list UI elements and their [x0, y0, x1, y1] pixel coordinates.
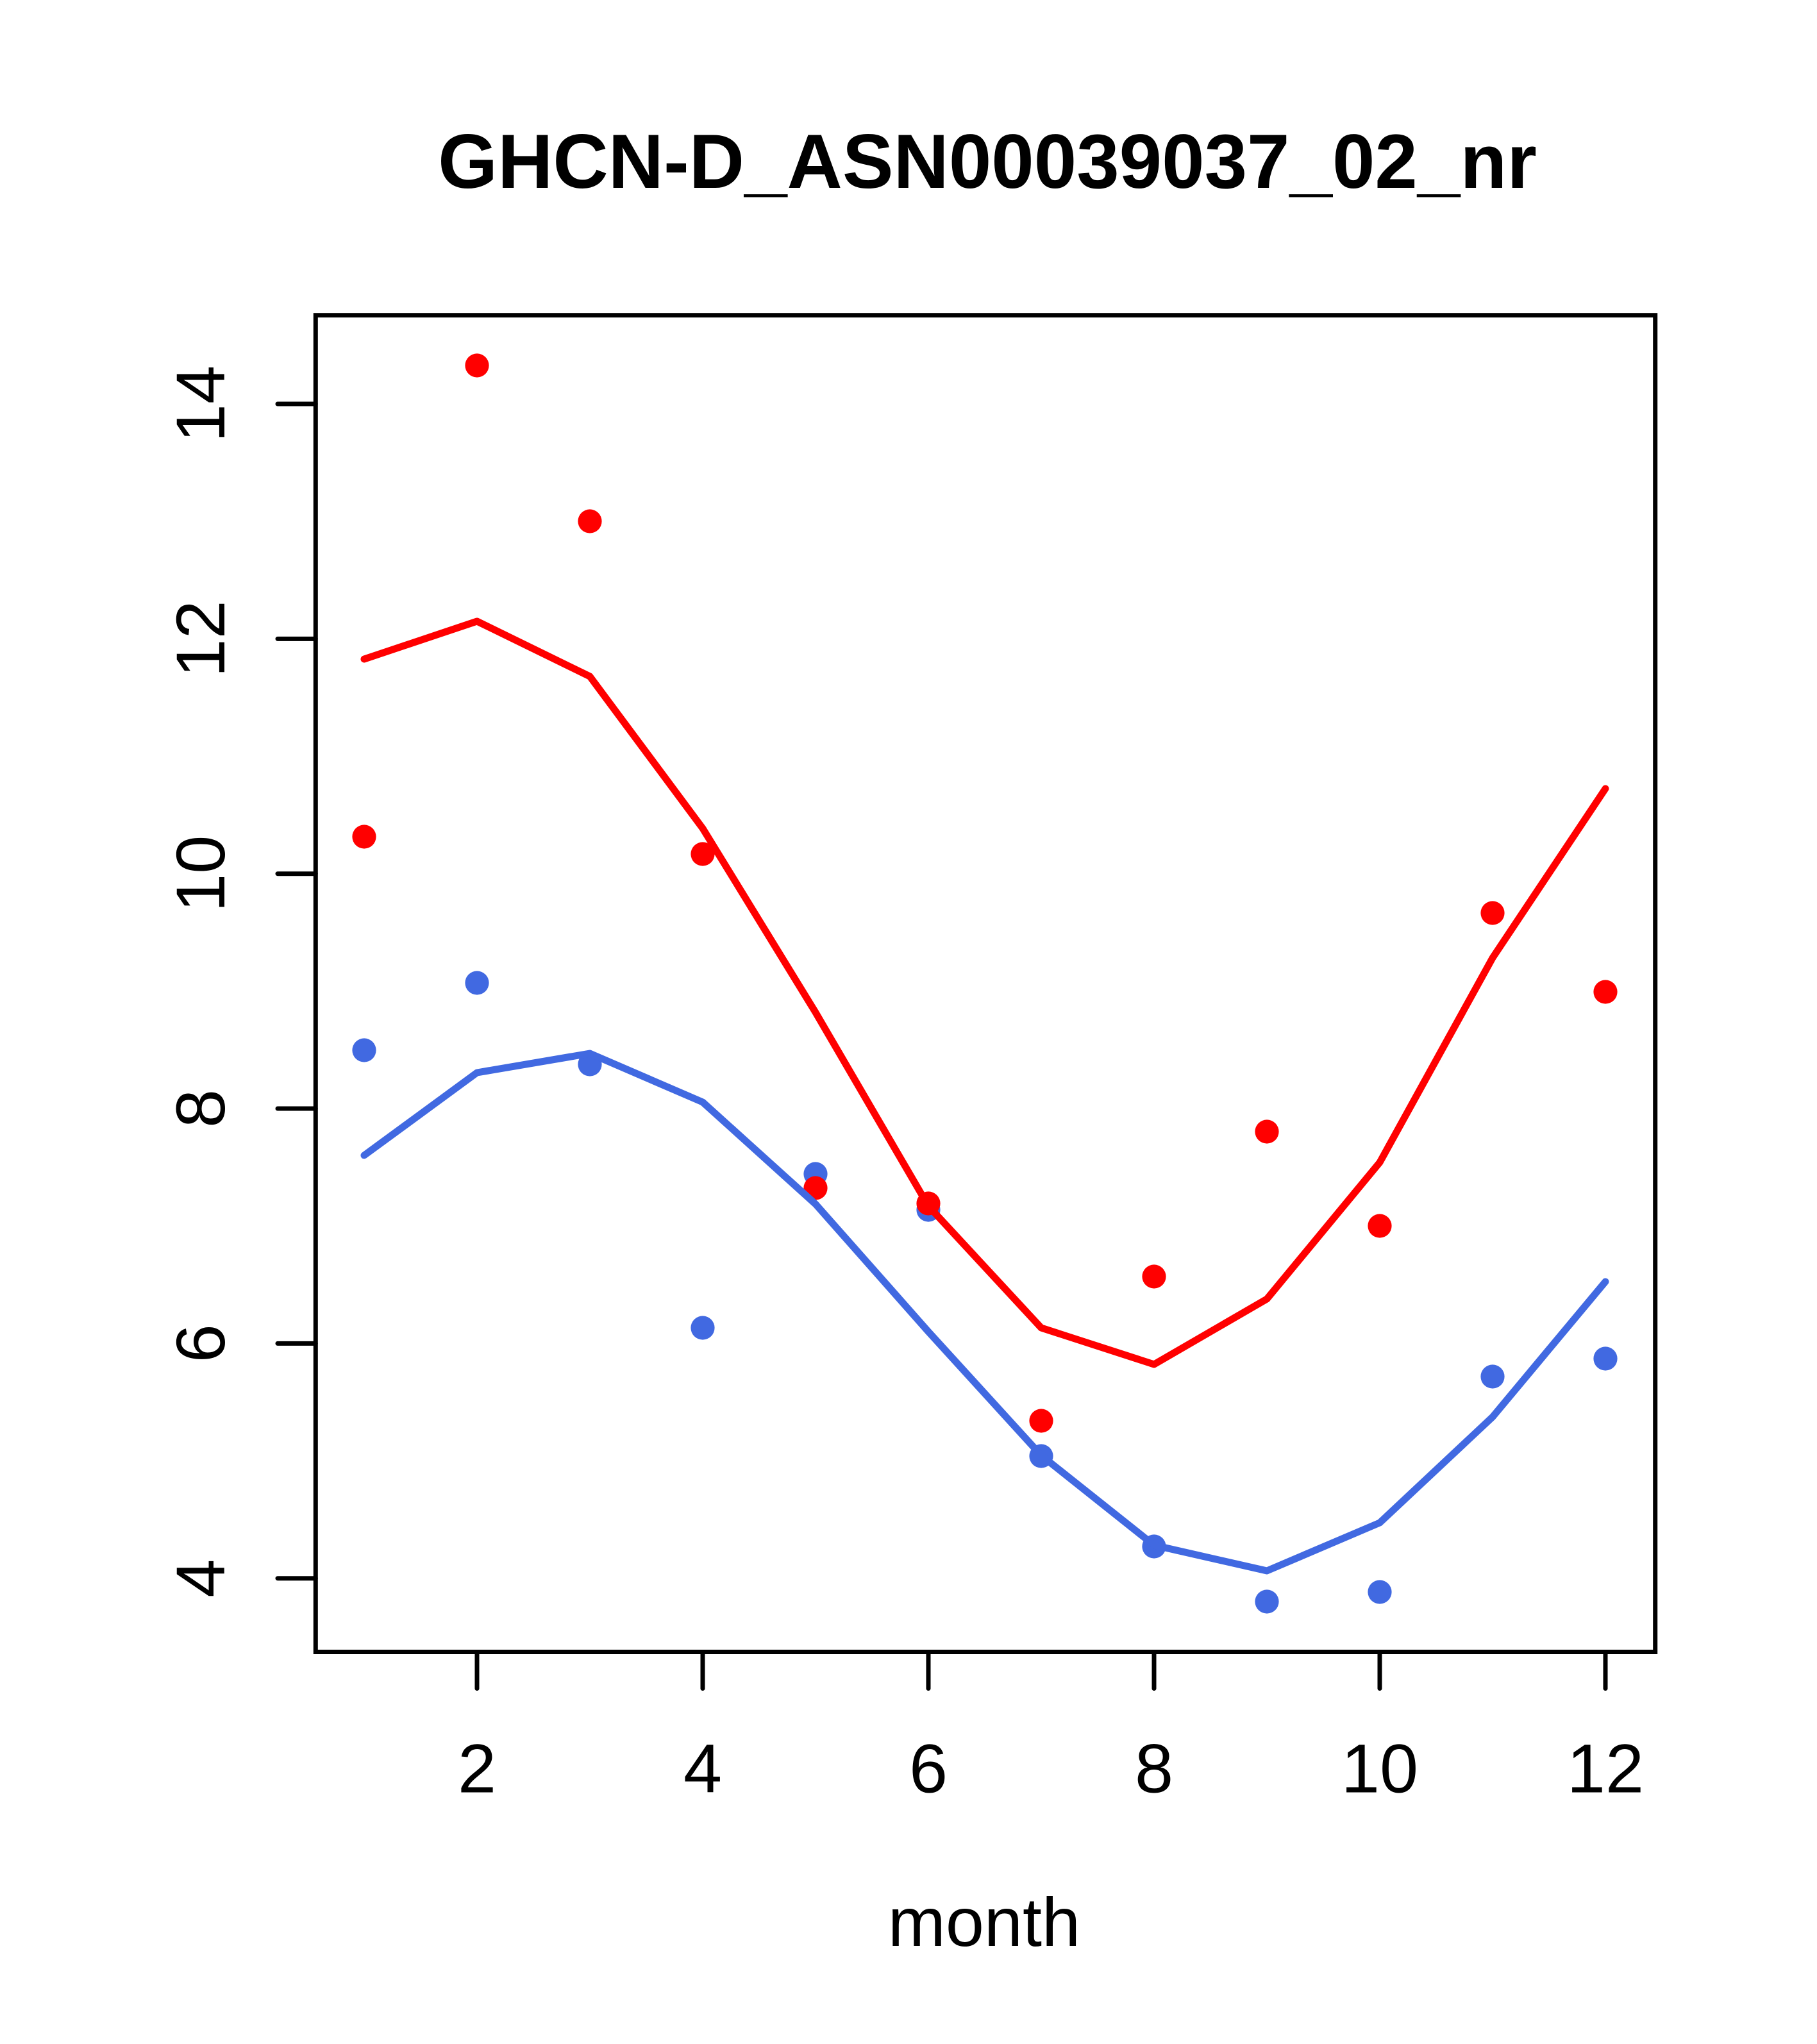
svg-text:8: 8 [162, 1089, 239, 1128]
svg-text:10: 10 [1341, 1730, 1418, 1807]
svg-text:4: 4 [683, 1730, 722, 1807]
svg-text:4: 4 [162, 1559, 239, 1598]
svg-text:10: 10 [162, 835, 239, 912]
svg-text:12: 12 [162, 600, 239, 677]
svg-text:6: 6 [162, 1324, 239, 1362]
svg-text:14: 14 [162, 365, 239, 442]
svg-text:month: month [888, 1883, 1080, 1961]
svg-text:GHCN-D_ASN00039037_02_nr: GHCN-D_ASN00039037_02_nr [438, 119, 1537, 205]
svg-text:2: 2 [458, 1730, 496, 1807]
svg-text:12: 12 [1567, 1730, 1644, 1807]
svg-text:6: 6 [909, 1730, 948, 1807]
svg-text:8: 8 [1135, 1730, 1173, 1807]
